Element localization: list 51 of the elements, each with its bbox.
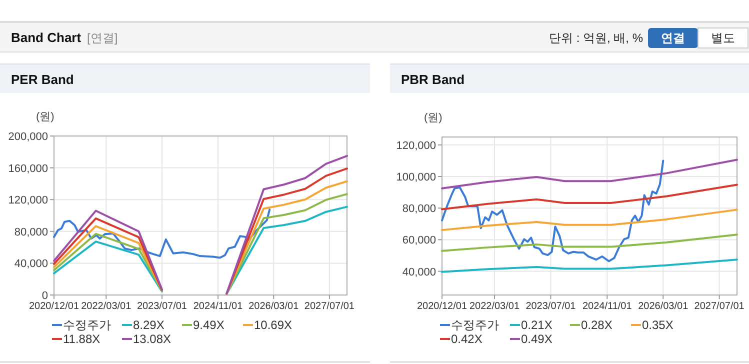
chart-title: PER Band <box>11 72 74 87</box>
x-tick-label: 2022/03/01 <box>81 301 132 312</box>
x-tick-label: 2026/03/01 <box>638 301 689 312</box>
line-series <box>441 234 738 252</box>
y-axis-title: (원) <box>36 111 54 123</box>
y-tick-label: 200,000 <box>8 131 48 143</box>
legend-label: 13.08X <box>133 332 172 346</box>
y-tick-label: 100,000 <box>396 172 436 184</box>
line-series <box>441 158 738 190</box>
legend-label: 수정주가 <box>451 318 499 332</box>
text: 연결 <box>661 31 685 45</box>
y-tick-label: 0 <box>42 290 48 302</box>
x-tick-label: 2027/07/01 <box>304 301 355 312</box>
text: [연결] <box>87 31 118 45</box>
x-tick-label: 2026/03/01 <box>248 301 300 312</box>
text: 단위 : 억원, 배, % <box>548 31 644 45</box>
y-tick-label: 120,000 <box>396 140 436 152</box>
y-axis-title: (원) <box>424 112 442 124</box>
legend-label: 수정주가 <box>63 318 111 332</box>
legend-label: 0.35X <box>642 318 674 332</box>
line-series <box>53 208 271 259</box>
x-tick-label: 2020/12/01 <box>416 301 468 312</box>
x-tick-label: 2024/11/01 <box>193 301 244 312</box>
x-tick-label: 2023/07/01 <box>526 301 576 312</box>
y-tick-label: 160,000 <box>8 162 48 175</box>
text: 별도 <box>711 31 735 45</box>
y-tick-label: 120,000 <box>8 194 48 207</box>
x-tick-label: 2020/12/01 <box>28 301 80 312</box>
line-series <box>441 184 738 210</box>
legend-label: 0.42X <box>451 332 482 346</box>
x-tick-label: 2027/07/01 <box>694 301 745 312</box>
legend-label: 8.29X <box>133 318 164 332</box>
text: Band Chart <box>11 30 82 45</box>
y-tick-label: 40,000 <box>402 266 436 278</box>
line-series <box>441 208 738 232</box>
legend-label: 10.69X <box>254 318 292 332</box>
y-tick-label: 80,000 <box>14 226 48 238</box>
y-tick-label: 40,000 <box>14 258 48 270</box>
y-tick-label: 80,000 <box>402 203 436 216</box>
y-tick-label: 60,000 <box>402 234 436 247</box>
legend-label: 0.28X <box>581 318 612 332</box>
legend-label: 0.21X <box>521 318 552 332</box>
chart-title: PBR Band <box>401 72 465 87</box>
legend-label: 0.49X <box>521 332 552 346</box>
legend-label: 11.88X <box>63 332 100 346</box>
x-tick-label: 2022/03/01 <box>469 301 520 312</box>
x-tick-label: 2024/11/01 <box>582 301 632 312</box>
x-tick-label: 2023/07/01 <box>136 301 188 312</box>
line-series <box>441 258 738 273</box>
line-series <box>441 160 664 262</box>
legend-label: 9.49X <box>193 318 224 332</box>
